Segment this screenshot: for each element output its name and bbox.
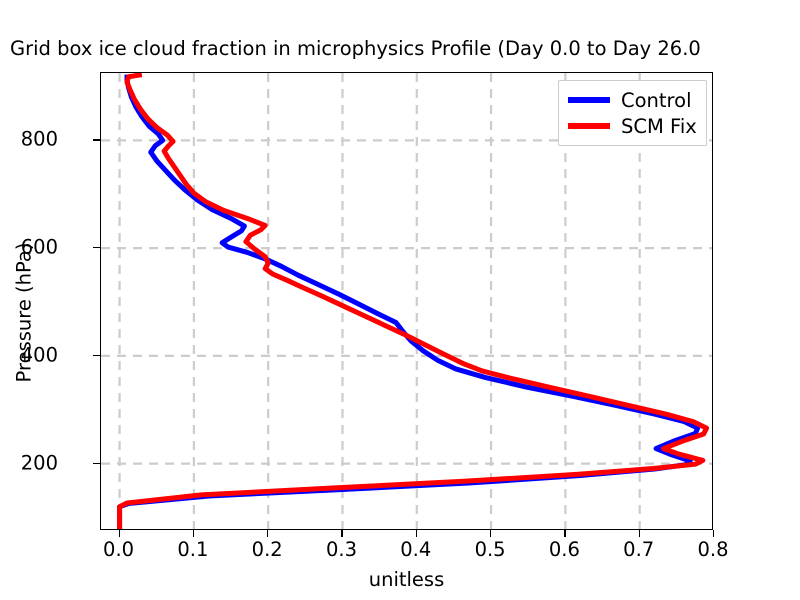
x-tick-label: 0.3 [325, 538, 357, 561]
y-tick-mark [93, 139, 100, 141]
legend-color-swatch [568, 123, 610, 129]
x-tick-label: 0.7 [623, 538, 655, 561]
x-tick-mark [118, 530, 120, 537]
series-line-scm-fix [117, 73, 710, 529]
x-tick-mark [713, 530, 715, 537]
x-tick-label: 0.0 [103, 538, 135, 561]
x-axis-label: unitless [368, 568, 445, 591]
legend-entry[interactable]: SCM Fix [568, 113, 697, 139]
x-tick-mark [415, 530, 418, 537]
legend-label: Control [621, 88, 692, 112]
x-tick-mark [638, 530, 640, 537]
series-line-control [117, 74, 701, 529]
x-tick-mark [490, 530, 492, 537]
x-tick-label: 0.8 [697, 538, 729, 561]
x-tick-mark [267, 530, 269, 537]
x-tick-label: 0.1 [177, 538, 209, 561]
x-tick-mark [341, 530, 343, 537]
plot-canvas [101, 73, 712, 529]
y-tick-label: 400 [20, 343, 58, 367]
x-tick-mark [564, 530, 566, 537]
y-axis-label: Pressure (hPa) [12, 242, 36, 383]
chart-legend: Control SCM Fix [558, 80, 707, 146]
x-tick-label: 0.5 [474, 538, 506, 561]
y-tick-mark [93, 354, 100, 357]
x-tick-label: 0.6 [548, 538, 580, 561]
y-tick-label: 800 [20, 127, 58, 151]
y-tick-label: 200 [20, 451, 58, 475]
x-tick-label: 0.2 [251, 538, 283, 561]
y-tick-mark [93, 462, 100, 464]
x-tick-mark [192, 530, 195, 537]
x-tick-label: 0.4 [400, 538, 432, 561]
chart-title: Grid box ice cloud fraction in microphys… [10, 37, 701, 60]
legend-label: SCM Fix [621, 114, 697, 138]
plot-area [100, 72, 713, 530]
legend-entry[interactable]: Control [568, 87, 697, 113]
y-tick-mark [93, 247, 100, 249]
y-tick-label: 600 [20, 235, 58, 259]
legend-color-swatch [568, 97, 610, 103]
